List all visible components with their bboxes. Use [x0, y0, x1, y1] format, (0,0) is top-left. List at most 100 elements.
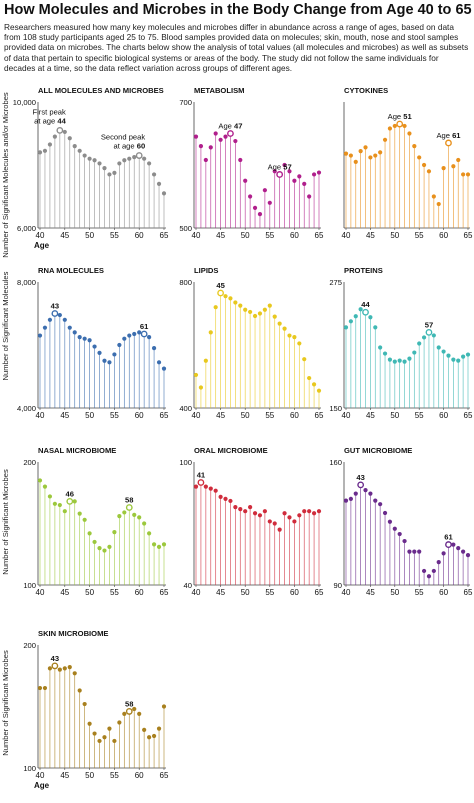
data-point — [402, 538, 407, 544]
data-point — [117, 342, 122, 348]
data-point — [426, 169, 432, 174]
x-tick-label: 50 — [241, 231, 250, 240]
x-tick-label: 40 — [36, 231, 45, 240]
data-point — [441, 349, 446, 354]
data-point — [107, 360, 112, 365]
data-point — [87, 338, 92, 343]
data-point — [277, 321, 282, 326]
data-point — [228, 498, 233, 504]
data-point — [92, 158, 97, 163]
x-tick-label: 55 — [110, 588, 119, 597]
page-title: How Molecules and Microbes in the Body C… — [4, 2, 472, 18]
data-point — [37, 478, 43, 483]
data-point — [122, 711, 127, 716]
data-point — [392, 123, 397, 129]
data-point — [446, 353, 451, 358]
y-tick-label: 100 — [23, 581, 36, 590]
data-point — [92, 731, 97, 736]
peak-annotation: at age 44 — [34, 116, 66, 125]
chart-5: LIPIDS 400 800 40 45 50 55 60 65 45 — [179, 266, 324, 420]
annotation-age: 61 — [452, 131, 461, 140]
data-point — [343, 498, 349, 503]
data-point — [42, 148, 48, 153]
data-point — [257, 212, 263, 217]
peak-point — [135, 152, 143, 159]
y-tick-label: 90 — [334, 581, 342, 590]
data-point — [147, 735, 152, 740]
x-tick-label: 55 — [265, 231, 274, 240]
data-point — [147, 161, 152, 166]
x-tick-label: 65 — [160, 411, 169, 420]
x-tick-label: 55 — [265, 411, 274, 420]
x-tick-label: 45 — [216, 231, 225, 240]
data-point — [392, 359, 397, 364]
data-point — [238, 507, 243, 512]
data-point — [47, 666, 53, 671]
x-tick-label: 50 — [390, 231, 399, 240]
data-point — [238, 303, 243, 308]
x-tick-label: 50 — [390, 588, 399, 597]
data-point — [37, 333, 43, 338]
data-point — [267, 200, 272, 205]
peak-annotation: 61 — [444, 533, 453, 542]
data-point — [348, 496, 353, 501]
data-point — [117, 161, 122, 166]
data-point — [307, 509, 312, 514]
data-point — [208, 145, 213, 150]
x-tick-label: 60 — [135, 231, 144, 240]
data-point — [378, 345, 383, 350]
x-axis-label: Age — [34, 781, 50, 790]
data-point — [213, 488, 218, 493]
x-tick-label: 60 — [439, 588, 448, 597]
data-point — [82, 153, 87, 158]
data-point — [112, 170, 117, 175]
peak-point — [125, 708, 133, 715]
data-point — [137, 515, 142, 520]
data-point — [208, 330, 213, 335]
data-point — [417, 341, 422, 346]
peak-point — [140, 330, 148, 338]
data-point — [102, 735, 107, 740]
data-point — [316, 388, 322, 393]
y-tick-label: 40 — [184, 581, 192, 590]
data-point — [382, 351, 388, 356]
data-point — [252, 205, 258, 210]
data-point — [248, 505, 253, 510]
data-point — [402, 359, 407, 364]
data-point — [193, 372, 199, 378]
chart-title: LIPIDS — [194, 266, 218, 275]
y-tick-label: 160 — [329, 458, 342, 467]
data-point — [373, 498, 378, 503]
data-point — [193, 484, 199, 489]
x-tick-label: 65 — [464, 231, 473, 240]
data-point — [112, 352, 117, 357]
annotation-age: 58 — [125, 496, 133, 505]
data-point — [37, 150, 43, 155]
data-point — [161, 704, 167, 709]
data-point — [77, 511, 82, 516]
data-point — [302, 181, 307, 186]
y-tick-label: 100 — [179, 458, 192, 467]
annotation-age: 43 — [51, 302, 59, 311]
peak-annotation: Age 47 — [218, 122, 242, 131]
annotation-age: 44 — [57, 116, 66, 125]
data-point — [465, 553, 471, 558]
y-tick-label: 150 — [329, 404, 342, 413]
data-point — [257, 311, 263, 316]
data-point — [431, 194, 436, 199]
data-point — [392, 526, 397, 531]
data-point — [117, 720, 122, 725]
data-point — [451, 164, 456, 169]
data-point — [82, 336, 87, 341]
peak-annotation: 57 — [425, 320, 433, 329]
y-tick-label: 200 — [23, 641, 36, 650]
x-tick-label: 65 — [464, 588, 473, 597]
peak-point — [66, 497, 74, 505]
data-point — [441, 166, 446, 171]
data-point — [465, 172, 471, 177]
data-point — [52, 501, 57, 506]
x-tick-label: 55 — [110, 411, 119, 420]
peak-annotation: 58 — [125, 699, 133, 708]
data-point — [373, 325, 378, 330]
data-point — [311, 172, 317, 177]
